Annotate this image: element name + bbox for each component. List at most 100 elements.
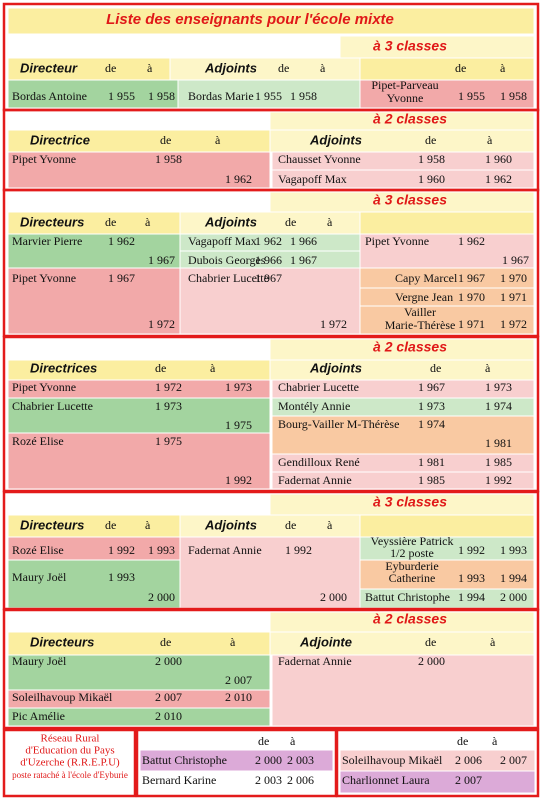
section-heading: à 2 classes bbox=[373, 611, 447, 627]
cell-text: 1 992 bbox=[225, 473, 252, 487]
cell-text: de bbox=[430, 361, 441, 375]
cell-text: Bordas Marie bbox=[188, 89, 254, 103]
cell-text: Pipet Yvonne bbox=[365, 234, 429, 248]
cell-text: 2 000 bbox=[155, 654, 182, 668]
cell-text: Yvonne bbox=[387, 91, 424, 105]
cell-bg bbox=[169, 57, 361, 81]
cell-text: 1 992 bbox=[485, 473, 512, 487]
cell-text: Pipet Yvonne bbox=[12, 380, 76, 394]
cell-text: de bbox=[258, 734, 269, 748]
cell-text: 1 972 bbox=[500, 317, 527, 331]
cell-text: Soleilhavoup Mikaël bbox=[12, 690, 113, 704]
cell-bg bbox=[7, 559, 181, 609]
cell-text: 1 962 bbox=[255, 234, 282, 248]
cell-text: 1 955 bbox=[255, 89, 282, 103]
cell-text: Fadernat Annie bbox=[278, 473, 352, 487]
cell-text: Vagapoff Max bbox=[278, 172, 347, 186]
cell-text: de bbox=[155, 361, 166, 375]
cell-text: de bbox=[160, 133, 171, 147]
cell-text: 2 007 bbox=[455, 773, 482, 787]
cell-text: à bbox=[230, 635, 236, 649]
cell-text: 2 006 bbox=[287, 773, 314, 787]
cell-text: 1 962 bbox=[225, 172, 252, 186]
cell-text: Maury Joël bbox=[12, 570, 67, 584]
cell-text: Marvier Pierre bbox=[12, 234, 82, 248]
cell-text: 1 993 bbox=[500, 543, 527, 557]
cell-text: 1 992 bbox=[458, 543, 485, 557]
column-header: Adjointe bbox=[299, 634, 352, 649]
cell-bg bbox=[177, 79, 361, 109]
cell-text: Bourg-Vailler M-Thérèse bbox=[278, 417, 399, 431]
cell-text: de bbox=[105, 61, 116, 75]
cell-text: 2 007 bbox=[155, 690, 182, 704]
cell-bg bbox=[359, 305, 535, 335]
cell-text: Rozé Elise bbox=[12, 543, 64, 557]
cell-text: Chausset Yvonne bbox=[278, 152, 361, 166]
cell-text: 1 958 bbox=[418, 152, 445, 166]
cell-text: à bbox=[290, 734, 296, 748]
cell-text: Chabrier Lucette bbox=[12, 399, 93, 413]
footer-note: d'Uzerche (R.R.E.P.U) bbox=[20, 757, 120, 769]
cell-text: 1/2 poste bbox=[390, 546, 434, 560]
cell-text: Pipet Yvonne bbox=[12, 152, 76, 166]
cell-text: 1 955 bbox=[108, 89, 135, 103]
column-header: Directrices bbox=[30, 360, 97, 375]
cell-text: 2 000 bbox=[148, 590, 175, 604]
cell-text: Charlionnet Laura bbox=[342, 773, 430, 787]
cell-bg bbox=[339, 770, 536, 794]
cell-text: 1 974 bbox=[485, 399, 512, 413]
cell-text: Bernard Karine bbox=[142, 773, 216, 787]
section-heading: à 2 classes bbox=[373, 111, 447, 127]
cell-text: Soleilhavoup Mikaël bbox=[342, 753, 443, 767]
cell-bg bbox=[359, 559, 535, 590]
cell-text: Vergne Jean bbox=[395, 290, 453, 304]
cell-bg bbox=[7, 707, 271, 727]
cell-text: Chabrier Lucette bbox=[278, 380, 359, 394]
cell-bg bbox=[271, 471, 535, 490]
cell-bg bbox=[139, 749, 334, 772]
cell-bg bbox=[359, 211, 535, 235]
cell-text: 1 975 bbox=[225, 418, 252, 432]
cell-bg bbox=[7, 7, 535, 35]
cell-text: 2 000 bbox=[255, 753, 282, 767]
cell-text: 1 973 bbox=[155, 399, 182, 413]
cell-text: Eyburderie bbox=[385, 559, 438, 573]
cell-text: 2 003 bbox=[287, 753, 314, 767]
section-heading: à 3 classes bbox=[373, 494, 447, 510]
cell-text: de bbox=[425, 133, 436, 147]
cell-text: de bbox=[425, 635, 436, 649]
cell-text: 1 962 bbox=[458, 234, 485, 248]
cell-text: de bbox=[278, 61, 289, 75]
cell-text: à bbox=[210, 361, 216, 375]
column-header: Adjoints bbox=[204, 214, 257, 229]
cell-bg bbox=[271, 169, 535, 189]
cell-text: 1 958 bbox=[290, 89, 317, 103]
cell-text: 1 967 bbox=[418, 380, 445, 394]
cell-text: Battut Christophe bbox=[365, 590, 450, 604]
column-header: Directrice bbox=[30, 132, 90, 147]
cell-text: 1 958 bbox=[500, 89, 527, 103]
cell-text: Rozé Elise bbox=[12, 434, 64, 448]
cell-text: de bbox=[285, 518, 296, 532]
cell-text: à bbox=[500, 61, 506, 75]
cell-text: 2 010 bbox=[155, 709, 182, 723]
cell-bg bbox=[359, 233, 535, 269]
cell-text: 1 962 bbox=[485, 172, 512, 186]
section-border bbox=[2, 608, 540, 730]
cell-text: 1 967 bbox=[502, 253, 529, 267]
cell-text: à bbox=[327, 518, 333, 532]
cell-text: 1 972 bbox=[148, 317, 175, 331]
cell-text: Bordas Antoine bbox=[12, 89, 87, 103]
cell-text: Maury Joël bbox=[12, 654, 67, 668]
cell-text: Montély Annie bbox=[278, 399, 350, 413]
cell-text: 2 007 bbox=[500, 753, 527, 767]
section-heading: à 3 classes bbox=[373, 38, 447, 54]
cell-text: de bbox=[457, 734, 468, 748]
cell-text: 1 974 bbox=[418, 417, 445, 431]
cell-text: à bbox=[327, 215, 333, 229]
cell-text: Pic Amélie bbox=[12, 709, 65, 723]
column-header: Directeurs bbox=[20, 214, 84, 229]
cell-text: de bbox=[285, 215, 296, 229]
cell-text: 1 975 bbox=[155, 434, 182, 448]
